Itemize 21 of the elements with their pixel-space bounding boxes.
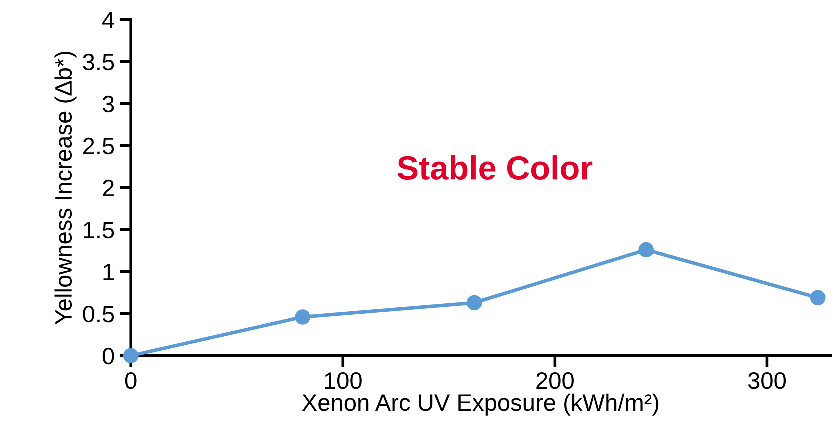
x-tick-label: 0 bbox=[125, 372, 137, 390]
x-tick-label: 100 bbox=[325, 372, 362, 390]
y-tick-label: 3.5 bbox=[83, 54, 114, 71]
y-tick-label: 2.5 bbox=[83, 138, 114, 155]
point bbox=[466, 295, 482, 311]
point bbox=[810, 290, 826, 306]
y-tick-label: 1 bbox=[104, 264, 114, 280]
point bbox=[638, 242, 654, 258]
y-tick-label: 4 bbox=[102, 12, 114, 28]
y-axis-title: Yellowness Increase (Δb*) bbox=[54, 52, 77, 325]
point bbox=[295, 310, 310, 325]
y-tick-label: 0 bbox=[102, 348, 114, 365]
point bbox=[123, 348, 139, 364]
y-tick-label: 0.5 bbox=[83, 306, 114, 323]
annotation: Stable Color bbox=[398, 156, 593, 180]
y-tick-label: 3 bbox=[102, 96, 114, 113]
x-tick-label: 300 bbox=[748, 372, 786, 390]
x-tick-label: 200 bbox=[536, 372, 574, 390]
y-tick-label: 1.5 bbox=[84, 222, 114, 239]
y-tick-label: 2 bbox=[103, 180, 114, 196]
x-axis-title: Xenon Arc UV Exposure (kWh/m²) bbox=[302, 394, 659, 416]
